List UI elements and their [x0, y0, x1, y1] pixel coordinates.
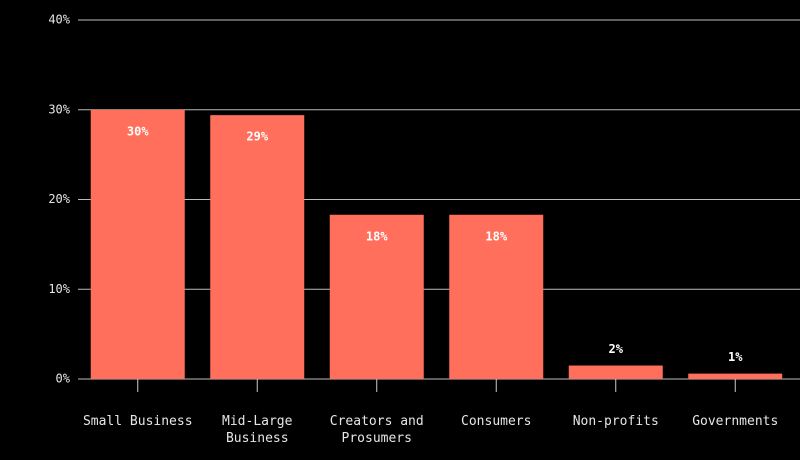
bar [688, 373, 783, 379]
data-label: 30% [127, 124, 149, 138]
x-tick-label: Governments [692, 414, 779, 429]
bar [449, 214, 544, 379]
y-tick-label: 0% [56, 372, 71, 386]
data-label: 2% [609, 342, 624, 356]
x-tick-label: Non-profits [572, 414, 659, 429]
y-tick-label: 40% [48, 13, 70, 27]
x-tick-label: Creators and Prosumers [329, 414, 424, 446]
y-tick-label: 20% [48, 192, 70, 206]
y-tick-label: 30% [48, 102, 70, 116]
data-label: 1% [728, 350, 743, 364]
data-label: 18% [366, 229, 388, 243]
x-tick-label: Mid-Large Business [222, 414, 293, 446]
x-tick-label: Consumers [461, 414, 532, 429]
data-label: 18% [485, 229, 507, 243]
data-label: 29% [246, 130, 268, 144]
x-tick-label: Small Business [82, 414, 193, 429]
bar [90, 109, 185, 379]
bar [210, 115, 305, 379]
y-tick-label: 10% [48, 282, 70, 296]
bar [329, 214, 424, 379]
bar [568, 365, 663, 379]
